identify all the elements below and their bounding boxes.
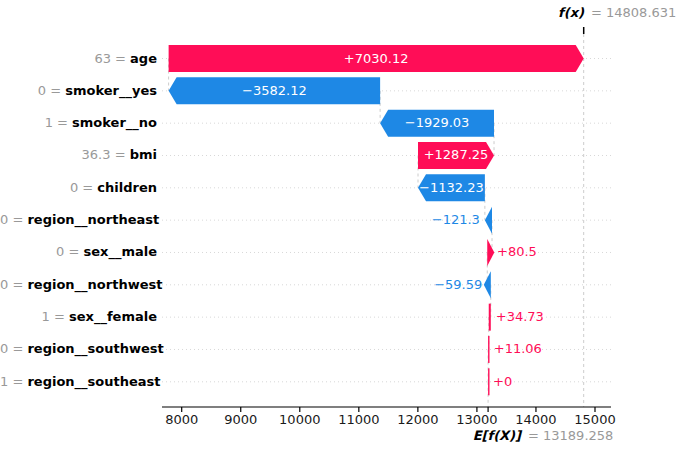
bar-value-label: +1287.25 (396, 147, 516, 163)
feature-value: 0 = (70, 180, 97, 195)
feature-label-sex__female: 1 = sex__female (0, 309, 157, 325)
feature-label-bmi: 36.3 = bmi (0, 147, 157, 163)
bar-value-label: −121.3 (375, 212, 480, 228)
x-tick-label: 14000 (506, 413, 566, 427)
waterfall-bar-region__southeast (488, 368, 489, 395)
feature-name: region__northwest (27, 277, 162, 292)
bar-value-label: −1929.03 (377, 115, 497, 131)
waterfall-bar-sex__female (489, 304, 491, 331)
feature-value: 0 = (38, 83, 65, 98)
feature-value: 1 = (0, 374, 27, 389)
feature-value: 0 = (0, 277, 27, 292)
x-tick-label: 10000 (270, 413, 330, 427)
fx-annotation-value: = 14808.631 (591, 5, 676, 20)
feature-label-region__northwest: 0 = region__northwest (0, 277, 157, 293)
feature-label-sex__male: 0 = sex__male (0, 244, 157, 260)
bar-value-label: +80.5 (497, 244, 537, 260)
expected-value-label: E[f(X)] (0, 428, 521, 443)
feature-value: 0 = (0, 341, 27, 356)
bar-value-label: +7030.12 (316, 51, 436, 67)
x-tick-label: 13000 (447, 413, 507, 427)
feature-value: 1 = (42, 309, 69, 324)
feature-label-smoker__no: 1 = smoker__no (0, 115, 157, 131)
waterfall-bar-region__northwest (484, 271, 491, 298)
shap-waterfall-chart: f(x) = 14808.631 E[f(X)] = 13189.258 63 … (0, 0, 683, 454)
feature-value: 0 = (56, 244, 83, 259)
feature-value: 0 = (0, 212, 27, 227)
feature-value: 36.3 = (82, 147, 130, 162)
bar-value-label: −3582.12 (214, 83, 334, 99)
bar-value-label: +34.73 (496, 309, 544, 325)
feature-label-children: 0 = children (0, 180, 157, 196)
feature-name: children (97, 180, 157, 195)
expected-value-number: = 13189.258 (528, 428, 613, 443)
x-tick-label: 11000 (329, 413, 389, 427)
feature-name: sex__female (69, 309, 157, 324)
x-tick-label: 12000 (388, 413, 448, 427)
feature-name: region__southwest (27, 341, 163, 356)
feature-name: sex__male (83, 244, 157, 259)
bar-value-label: −59.59 (377, 277, 482, 293)
waterfall-bar-region__southwest (488, 336, 489, 363)
feature-name: bmi (130, 147, 157, 162)
feature-label-age: 63 = age (0, 51, 157, 67)
bar-value-label: −1132.23 (391, 180, 511, 196)
bar-value-label: +11.06 (494, 341, 542, 357)
feature-label-region__southeast: 1 = region__southeast (0, 374, 157, 390)
feature-name: region__northeast (27, 212, 159, 227)
feature-name: smoker__yes (65, 83, 157, 98)
feature-label-smoker__yes: 0 = smoker__yes (0, 83, 157, 99)
x-tick-label: 8000 (152, 413, 212, 427)
waterfall-bar-region__northeast (485, 207, 492, 234)
bar-value-label: +0 (493, 374, 512, 390)
fx-annotation-label: f(x) (0, 5, 584, 20)
feature-name: smoker__no (72, 115, 157, 130)
feature-name: region__southeast (27, 374, 160, 389)
feature-value: 63 = (94, 51, 130, 66)
feature-label-region__northeast: 0 = region__northeast (0, 212, 157, 228)
feature-name: age (130, 51, 157, 66)
waterfall-bar-sex__male (487, 239, 494, 266)
feature-label-region__southwest: 0 = region__southwest (0, 341, 157, 357)
x-tick-label: 9000 (211, 413, 271, 427)
feature-value: 1 = (45, 115, 72, 130)
x-tick-label: 15000 (565, 413, 625, 427)
